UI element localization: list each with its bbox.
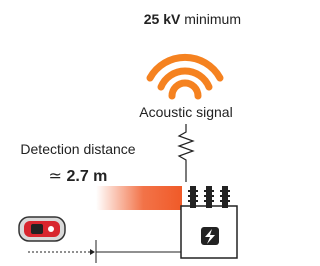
voltage: 25 kV	[144, 11, 181, 27]
distance-value: 2.7 m	[66, 168, 107, 185]
arrow-head	[90, 249, 95, 255]
diagram: 25 kV minimum Acoustic signal Detection …	[0, 0, 247, 266]
signal-label: Acoustic signal	[139, 104, 232, 120]
distance-value-text: ≃ 2.7 m	[49, 168, 108, 185]
voltage-note: minimum	[184, 11, 241, 27]
approx-symbol: ≃	[49, 168, 62, 185]
detector-device	[19, 217, 65, 241]
transformer	[181, 186, 237, 258]
ground-line	[179, 124, 193, 182]
detection-beam	[96, 186, 182, 210]
distance-label: Detection distance	[20, 141, 135, 157]
voltage-caption: 25 kV minimum	[144, 11, 241, 27]
signal-icon	[150, 57, 220, 96]
